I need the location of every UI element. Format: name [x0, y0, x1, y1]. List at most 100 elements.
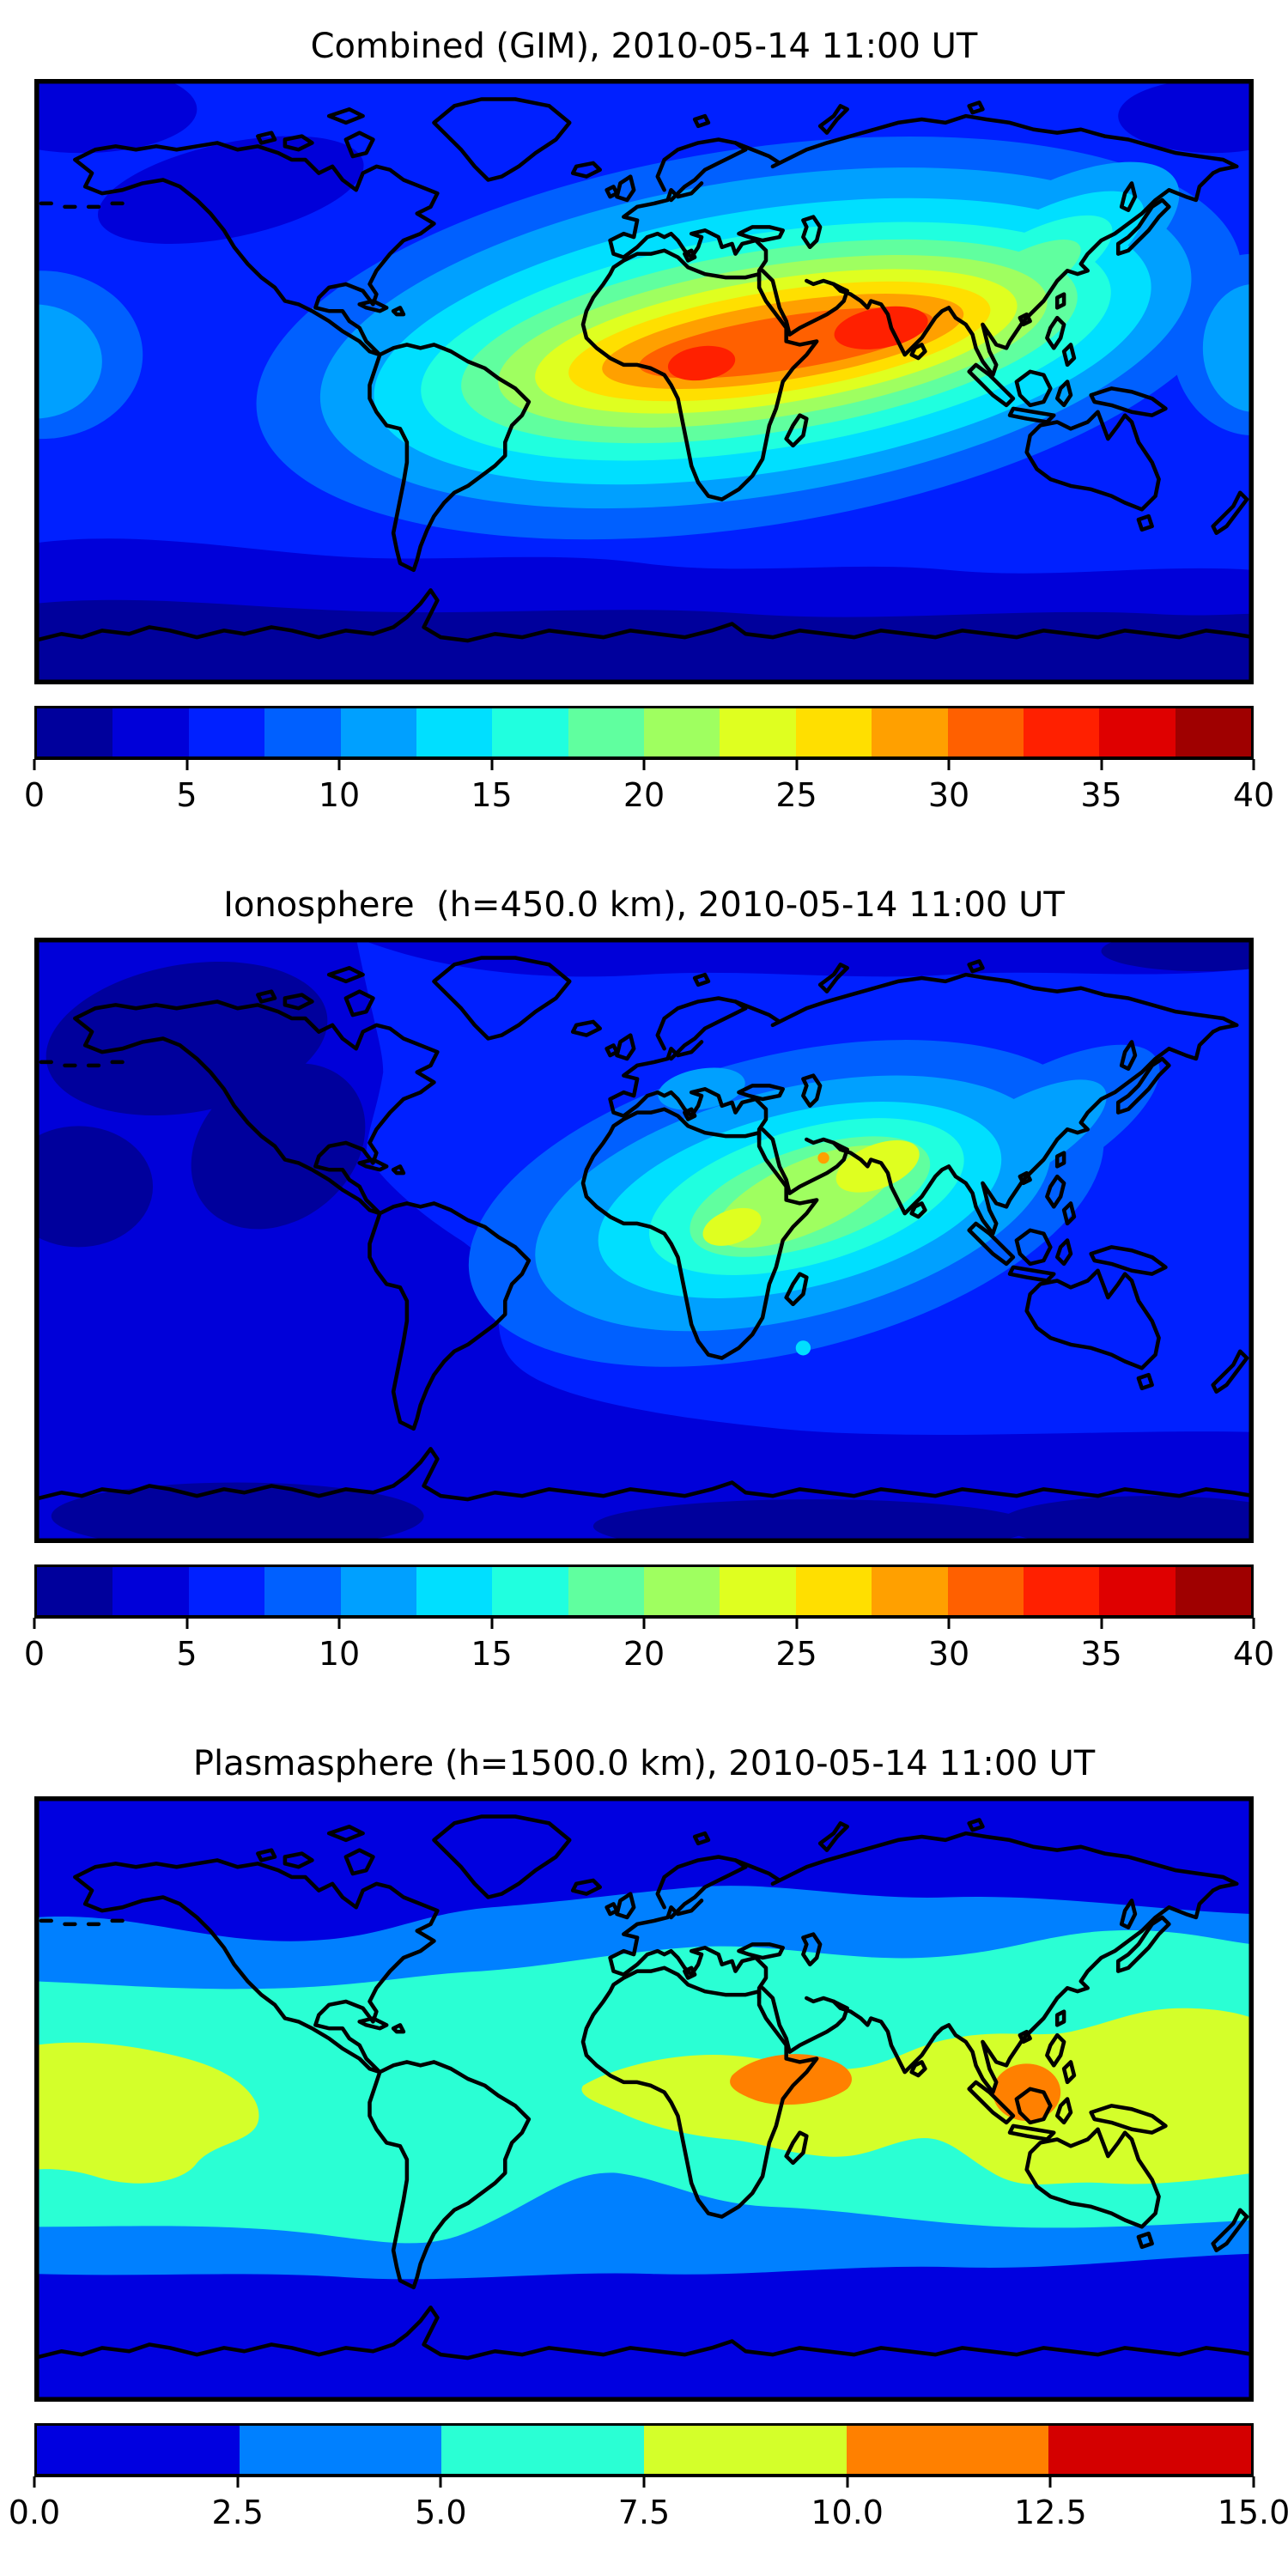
- colorbar-segment: [947, 1567, 1024, 1615]
- colorbar-tick-label: 12.5: [1014, 2494, 1087, 2531]
- colorbar-tick-label: 25: [775, 776, 817, 814]
- figure-title: Ionosphere (h=450.0 km), 2010-05-14 11:0…: [223, 885, 1065, 925]
- colorbar-tick-label: 40: [1232, 1635, 1275, 1673]
- colorbar-segment: [416, 1567, 493, 1615]
- colorbar-segment: [416, 708, 493, 756]
- colorbar-segment: [1099, 1567, 1176, 1615]
- map-plasmasphere: [34, 1796, 1254, 2402]
- colorbar-tick-label: 0: [23, 776, 46, 814]
- contour-fill: [1118, 79, 1254, 154]
- colorbar-tick: [1252, 2476, 1255, 2488]
- map-frame: [34, 1796, 1254, 2402]
- colorbar-segment: [112, 1567, 189, 1615]
- colorbar-tick: [33, 759, 36, 770]
- contour-fill: [730, 2054, 852, 2105]
- contour-fill: [355, 938, 1254, 977]
- colorbar-segment: [112, 708, 189, 756]
- colorbar-tick: [795, 1618, 798, 1629]
- colorbar-segment: [37, 2426, 240, 2474]
- contour-fill: [34, 1126, 154, 1248]
- colorbar-axis: [34, 1616, 1254, 1619]
- colorbar-tick-label: 5: [176, 1635, 197, 1673]
- colorbar-segment: [1048, 2426, 1252, 2474]
- contour-fill: [702, 1207, 762, 1246]
- contour-fill: [817, 1151, 829, 1164]
- colorbar-tick-label: 25: [775, 1635, 817, 1673]
- colorbar-segment: [795, 1567, 872, 1615]
- contour-fill: [667, 345, 736, 381]
- colorbar-segment: [1023, 708, 1100, 756]
- colorbar-segment: [1175, 1567, 1251, 1615]
- colorbar-tick: [185, 759, 188, 770]
- colorbar-segment: [441, 2426, 645, 2474]
- colorbar-tick: [795, 759, 798, 770]
- contour-fill: [1202, 283, 1254, 412]
- colorbar-tick: [846, 2476, 849, 2488]
- colorbar-tick-label: 15: [471, 776, 513, 814]
- colorbar-tick: [1048, 2476, 1052, 2488]
- colorbar-segment: [568, 1567, 644, 1615]
- map-ionosphere: [34, 938, 1254, 1543]
- contour-fill: [51, 1482, 424, 1543]
- colorbar-tick-label: 10: [318, 1635, 361, 1673]
- colorbar-segment: [239, 2426, 442, 2474]
- colorbar-gradient: [34, 2423, 1254, 2476]
- colorbar-segment: [340, 708, 416, 756]
- colorbar-segment: [720, 708, 796, 756]
- colorbar-tick: [337, 1618, 341, 1629]
- colorbar-tick: [1252, 759, 1255, 770]
- colorbar-tick: [642, 1618, 646, 1629]
- colorbar-ionosphere: 0 5 10 15 20 25 30 35 40: [24, 1564, 1274, 1693]
- contour-fill: [835, 1139, 920, 1193]
- contour-fill: [999, 1496, 1254, 1543]
- colorbar-combined: 0 5 10 15 20 25 30 35 40: [24, 706, 1274, 835]
- colorbar-tick-label: 0.0: [8, 2494, 61, 2531]
- figure-title: Combined (GIM), 2010-05-14 11:00 UT: [310, 27, 978, 66]
- colorbar-tick-label: 5: [176, 776, 197, 814]
- colorbar-tick-label: 15: [471, 1635, 513, 1673]
- colorbar-segment: [340, 1567, 416, 1615]
- colorbar-tick-label: 15.0: [1217, 2494, 1288, 2531]
- contour-fill: [98, 136, 364, 245]
- colorbar-tick-label: 35: [1080, 776, 1122, 814]
- colorbar-tick: [1100, 1618, 1103, 1629]
- colorbar-tick: [33, 1618, 36, 1629]
- colorbar-segment: [644, 708, 720, 756]
- colorbar-tick: [642, 759, 646, 770]
- colorbar-tick: [642, 2476, 646, 2488]
- contour-fill: [795, 1340, 811, 1356]
- colorbar-tick-label: 20: [623, 1635, 665, 1673]
- colorbar-segment: [264, 708, 341, 756]
- colorbar-segment: [720, 1567, 796, 1615]
- colorbar-tick: [33, 2476, 36, 2488]
- colorbar-tick-label: 30: [927, 776, 970, 814]
- colorbar-tick: [947, 759, 951, 770]
- colorbar-tick: [490, 1618, 493, 1629]
- colorbar-segment: [568, 708, 644, 756]
- colorbar-tick: [337, 759, 341, 770]
- contour-fill: [34, 79, 197, 154]
- contour-fill: [834, 306, 928, 349]
- figure-ionosphere: Ionosphere (h=450.0 km), 2010-05-14 11:0…: [0, 859, 1288, 1717]
- colorbar-tick: [1100, 759, 1103, 770]
- colorbar-tick: [1252, 1618, 1255, 1629]
- colorbar-tick: [490, 759, 493, 770]
- colorbar-segment: [872, 708, 948, 756]
- colorbar-segment: [188, 708, 265, 756]
- colorbar-segment: [947, 708, 1024, 756]
- colorbar-tick-label: 7.5: [617, 2494, 671, 2531]
- colorbar-axis: [34, 757, 1254, 760]
- colorbar-segment: [846, 2426, 1049, 2474]
- colorbar-segment: [1175, 708, 1251, 756]
- colorbar-segment: [1099, 708, 1176, 756]
- figure-title: Plasmasphere (h=1500.0 km), 2010-05-14 1…: [192, 1744, 1096, 1783]
- colorbar-segment: [37, 708, 113, 756]
- colorbar-gradient: [34, 1564, 1254, 1618]
- map-frame: [34, 79, 1254, 684]
- contour-fill: [1101, 938, 1254, 972]
- colorbar-tick-label: 5.0: [415, 2494, 467, 2531]
- colorbar-tick: [185, 1618, 188, 1629]
- colorbar-axis: [34, 2475, 1254, 2477]
- colorbar-segment: [188, 1567, 265, 1615]
